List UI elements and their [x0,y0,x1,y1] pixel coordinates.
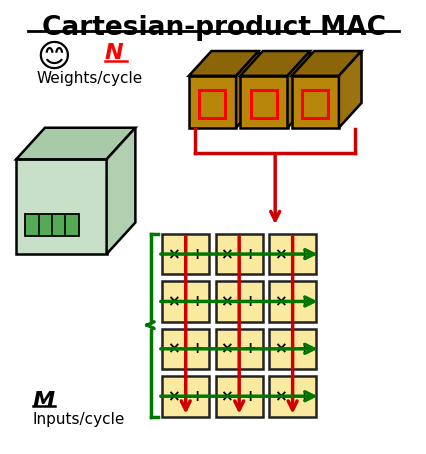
Polygon shape [16,128,135,159]
Bar [268,376,316,416]
Text: ×  +: × + [274,341,310,356]
Text: ×  +: × + [221,341,256,356]
Text: 😊: 😊 [37,41,71,74]
Text: ×  +: × + [274,294,310,309]
Polygon shape [240,51,309,76]
Bar [162,281,209,322]
Text: ×  +: × + [167,341,203,356]
Polygon shape [291,76,338,128]
Polygon shape [16,159,106,254]
Text: Cartesian-product MAC: Cartesian-product MAC [41,15,385,41]
Bar [215,234,262,274]
Bar [215,376,262,416]
Polygon shape [240,76,287,128]
Text: N: N [104,43,123,63]
Text: ×  +: × + [167,389,203,404]
Text: ×  +: × + [167,294,203,309]
Polygon shape [188,51,258,76]
Polygon shape [236,51,258,128]
Polygon shape [106,128,135,254]
Text: ×  +: × + [274,247,310,262]
Text: ×  +: × + [221,389,256,404]
Text: Inputs/cycle: Inputs/cycle [32,412,125,427]
Bar [215,329,262,369]
Text: ×  +: × + [167,247,203,262]
Polygon shape [291,51,361,76]
Polygon shape [338,51,361,128]
Text: ×  +: × + [274,389,310,404]
Text: ×  +: × + [221,247,256,262]
Text: M: M [32,391,55,411]
Bar [162,376,209,416]
Text: Weights/cycle: Weights/cycle [37,71,143,86]
Bar [162,329,209,369]
Polygon shape [188,76,236,128]
Text: ×  +: × + [221,294,256,309]
Bar [215,281,262,322]
Bar [268,281,316,322]
Polygon shape [287,51,309,128]
Bar [268,234,316,274]
Bar [25,214,78,236]
Bar [268,329,316,369]
Bar [162,234,209,274]
